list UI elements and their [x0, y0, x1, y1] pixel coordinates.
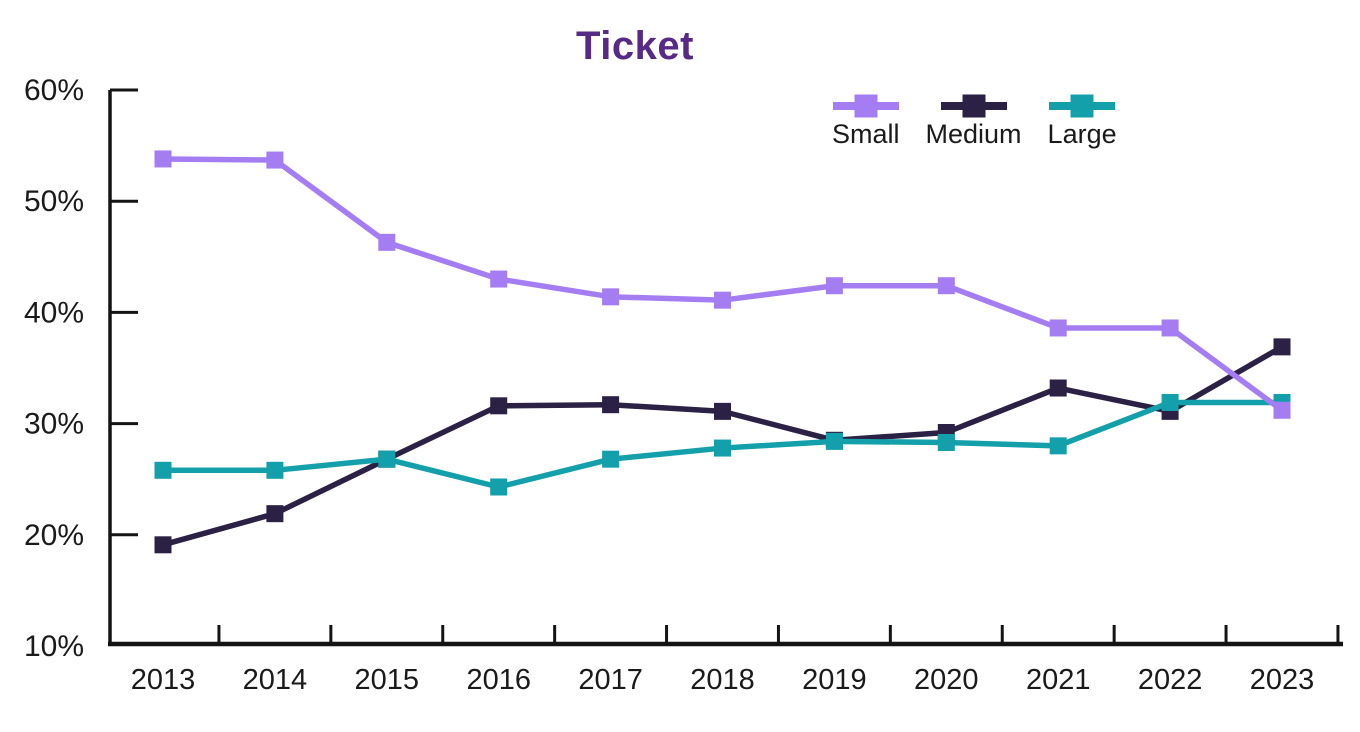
svg-text:2015: 2015 [355, 664, 420, 696]
chart-legend: Small Medium Large [832, 94, 1117, 150]
legend-marker-large-icon [1049, 94, 1116, 118]
legend-label-large: Large [1047, 119, 1117, 149]
svg-text:2014: 2014 [243, 664, 308, 696]
svg-text:2022: 2022 [1138, 664, 1203, 696]
svg-text:2020: 2020 [914, 664, 979, 696]
legend-marker-small-icon [832, 94, 899, 118]
svg-text:30%: 30% [24, 408, 84, 441]
svg-text:2021: 2021 [1026, 664, 1091, 696]
svg-text:2019: 2019 [802, 664, 867, 696]
svg-text:2013: 2013 [131, 664, 196, 696]
svg-text:2023: 2023 [1250, 664, 1315, 696]
legend-label-small: Small [832, 119, 900, 149]
svg-text:10%: 10% [24, 630, 84, 663]
legend-marker-medium-icon [940, 94, 1007, 118]
svg-text:20%: 20% [24, 519, 84, 552]
svg-text:50%: 50% [24, 185, 84, 218]
legend-item-large: Large [1048, 94, 1117, 150]
chart-title: Ticket [576, 24, 694, 68]
legend-label-medium: Medium [925, 119, 1022, 149]
svg-text:60%: 60% [24, 74, 84, 107]
svg-text:2018: 2018 [690, 664, 755, 696]
legend-item-small: Small [832, 94, 900, 150]
svg-text:2016: 2016 [466, 664, 531, 696]
svg-text:2017: 2017 [578, 664, 643, 696]
svg-text:40%: 40% [24, 296, 84, 329]
legend-item-medium: Medium [926, 94, 1022, 150]
